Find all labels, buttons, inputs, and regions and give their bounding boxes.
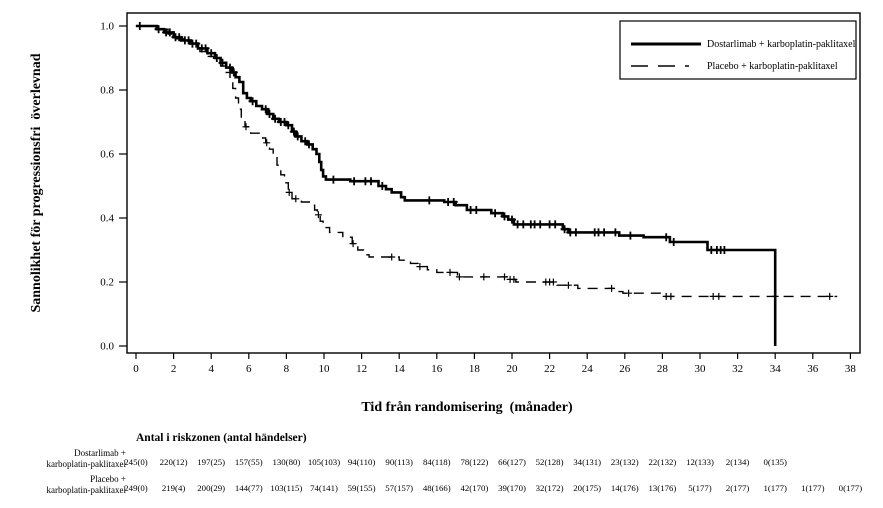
x-tick-label: 6: [246, 363, 252, 375]
legend-label-placebo: Placebo + karboplatin-paklitaxel: [707, 61, 838, 72]
risk-count: 39(170): [498, 483, 526, 493]
x-tick-label: 36: [807, 363, 819, 375]
risk-table: Antal i riskzonen (antal händelser) Dost…: [47, 432, 863, 495]
risk-count: 32(172): [536, 483, 564, 493]
risk-count: 249(0): [124, 483, 148, 493]
risk-count: 103(115): [270, 483, 302, 493]
x-tick-label: 26: [619, 363, 631, 375]
risk-count: 23(132): [611, 457, 639, 467]
legend: Dostarlimab + karboplatin-paklitaxel Pla…: [619, 20, 857, 80]
risk-count: 14(176): [611, 483, 639, 493]
risk-count: 144(77): [235, 483, 263, 493]
risk-count: 66(127): [498, 457, 526, 467]
risk-row2-label-line2: karboplatin-paklitaxel: [47, 485, 127, 495]
risk-count: 74(141): [310, 483, 338, 493]
x-tick-label: 0: [133, 363, 139, 375]
x-tick-label: 10: [319, 363, 331, 375]
risk-count: 48(166): [423, 483, 451, 493]
risk-count: 105(103): [308, 457, 340, 467]
censor-marks: [135, 22, 834, 300]
x-tick-label: 22: [544, 363, 555, 375]
risk-count: 78(122): [460, 457, 488, 467]
risk-table-numbers: 245(0) 220(12) 197(25) 157(55) 130(80) 105(10…: [124, 457, 862, 493]
x-tick-label: 12: [356, 363, 367, 375]
y-tick-label: 0.2: [100, 277, 114, 289]
risk-count: 42(170): [460, 483, 488, 493]
risk-count: 200(29): [197, 483, 225, 493]
x-tick-label: 34: [770, 363, 782, 375]
risk-count: 57(157): [385, 483, 413, 493]
x-tick-label: 4: [208, 363, 214, 375]
risk-count: 34(131): [573, 457, 601, 467]
risk-count: 0(177): [839, 483, 863, 493]
censor-marks-placebo: [242, 123, 834, 300]
risk-count: 157(55): [235, 457, 263, 467]
y-tick-label: 0.0: [100, 341, 114, 353]
x-tick-label: 32: [732, 363, 743, 375]
risk-table-title: Antal i riskzonen (antal händelser): [136, 432, 307, 444]
risk-count: 1(177): [763, 483, 787, 493]
y-tick-label: 0.4: [100, 213, 114, 225]
x-axis: 0 2 4 6 8 10 12 14 16 18 20 22 24 26 28 30 32 34 36 38: [133, 353, 856, 375]
risk-count: 1(177): [801, 483, 825, 493]
risk-row1-label-line1: Dostarlimab +: [74, 448, 126, 458]
x-tick-label: 28: [657, 363, 669, 375]
y-tick-label: 0.6: [100, 149, 114, 161]
risk-count: 0(135): [763, 457, 787, 467]
legend-box: [619, 20, 857, 80]
y-axis: 0.0 0.2 0.4 0.6 0.8 1.0: [100, 21, 127, 353]
x-tick-label: 2: [171, 363, 177, 375]
risk-count: 84(118): [423, 457, 451, 467]
risk-count: 13(176): [648, 483, 676, 493]
x-tick-label: 30: [695, 363, 707, 375]
plot-area-border: [126, 12, 861, 354]
x-axis-title: Tid från randomisering (månader): [361, 400, 573, 415]
risk-count: 219(4): [162, 483, 186, 493]
x-tick-label: 24: [582, 363, 594, 375]
risk-count: 130(80): [272, 457, 300, 467]
risk-count: 12(133): [686, 457, 714, 467]
risk-count: 20(175): [573, 483, 601, 493]
censor-marks-dostarlimab: [135, 22, 729, 254]
risk-count: 197(25): [197, 457, 225, 467]
y-tick-label: 0.8: [100, 85, 114, 97]
x-tick-label: 20: [507, 363, 519, 375]
y-axis-title: Sannolikhet för progressionsfri överlevn…: [29, 53, 44, 312]
risk-count: 245(0): [124, 457, 148, 467]
risk-count: 5(177): [688, 483, 712, 493]
x-tick-label: 14: [394, 363, 406, 375]
x-tick-label: 38: [845, 363, 857, 375]
risk-count: 2(177): [726, 483, 750, 493]
risk-count: 94(110): [348, 457, 376, 467]
risk-count: 52(128): [536, 457, 564, 467]
risk-count: 90(113): [385, 457, 413, 467]
risk-count: 2(134): [726, 457, 750, 467]
risk-row2-label-line1: Placebo +: [90, 474, 126, 484]
x-tick-label: 8: [284, 363, 290, 375]
risk-row1-label-line2: karboplatin-paklitaxel: [47, 459, 127, 469]
risk-count: 22(132): [648, 457, 676, 467]
legend-label-dostarlimab: Dostarlimab + karboplatin-paklitaxel: [707, 39, 856, 50]
risk-count: 220(12): [160, 457, 188, 467]
risk-count: 59(155): [348, 483, 376, 493]
x-tick-label: 18: [469, 363, 481, 375]
y-tick-label: 1.0: [100, 21, 114, 33]
x-tick-label: 16: [431, 363, 443, 375]
